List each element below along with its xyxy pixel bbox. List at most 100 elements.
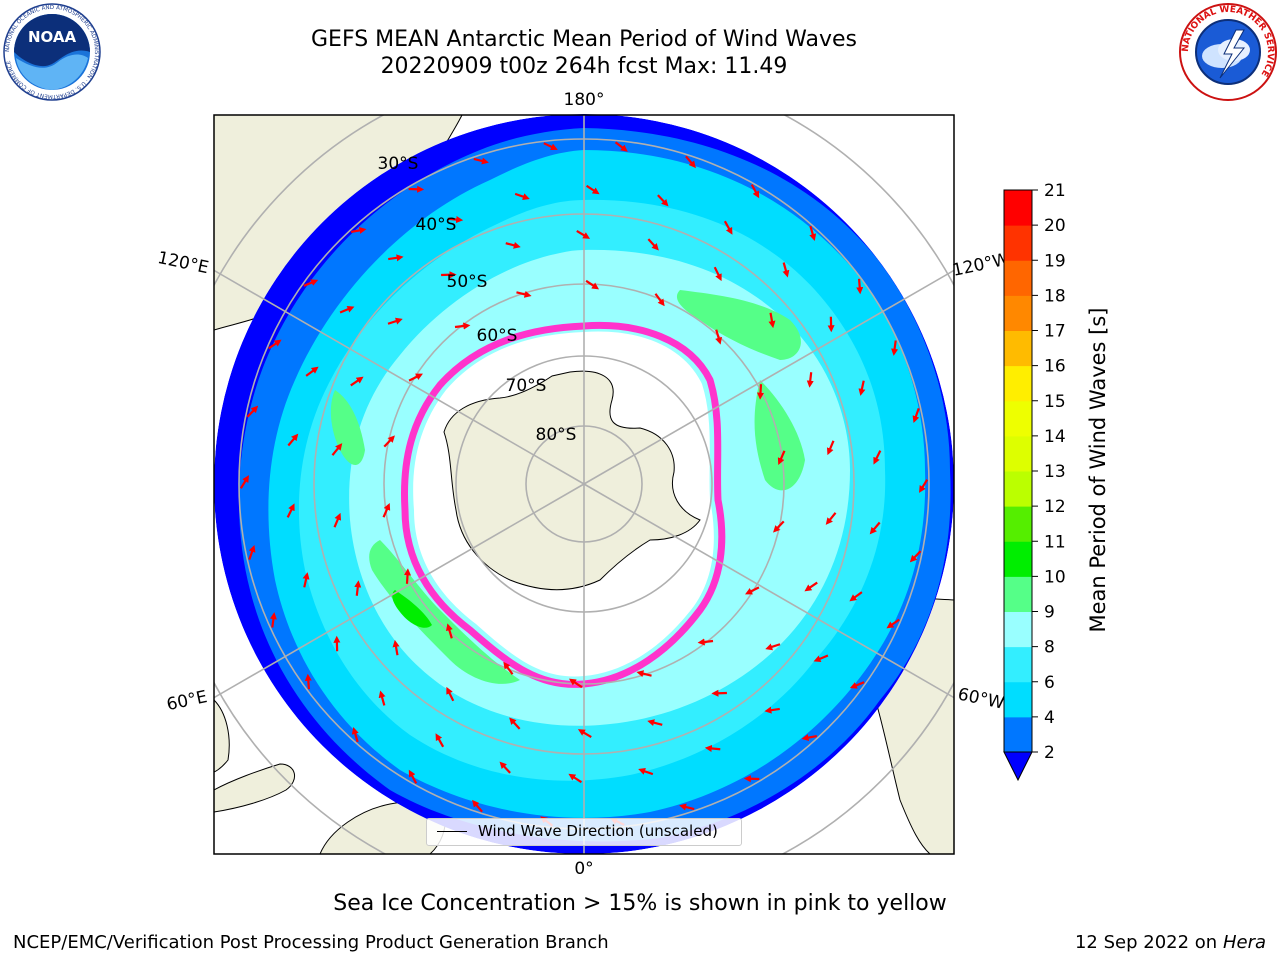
wave-direction-arrow [873, 450, 882, 465]
colorbar-title: Mean Period of Wind Waves [s] [1086, 307, 1110, 633]
map-title: GEFS MEAN Antarctic Mean Period of Wind … [311, 27, 857, 52]
wave-direction-arrow [654, 293, 665, 307]
wave-direction-arrow [408, 373, 423, 382]
wave-period-patch-darkgreen [392, 590, 432, 628]
wave-direction-arrow [446, 623, 453, 639]
wave-direction-arrow [383, 435, 395, 448]
wave-direction-arrow [287, 433, 299, 447]
wave-direction-arrow [505, 241, 521, 249]
wave-direction-arrow [777, 450, 786, 466]
meridian-line [214, 269, 585, 485]
svg-text:NOAA: NOAA [28, 28, 77, 46]
wave-direction-arrow [764, 706, 780, 714]
wave-direction-arrow [499, 761, 511, 774]
map-subtitle: 20220909 t00z 264h fcst Max: 11.49 [380, 54, 788, 79]
wave-direction-arrow [697, 638, 714, 646]
colorbar-under-extension [1003, 751, 1033, 782]
wave-direction-arrow [509, 717, 521, 730]
colorbar-bin [1004, 576, 1032, 612]
wave-direction-arrow [825, 512, 837, 525]
legend-label: Wind Wave Direction (unscaled) [478, 822, 718, 840]
colorbar-tick-label: 8 [1044, 638, 1055, 658]
wave-direction-arrow [685, 155, 696, 169]
colorbar-bin [1004, 506, 1032, 542]
wave-direction-arrow [339, 306, 355, 314]
wave-direction-arrow [912, 408, 920, 424]
meridian-line [583, 483, 954, 699]
sea-ice-note: Sea Ice Concentration > 15% is shown in … [333, 891, 947, 916]
antarctica-land [443, 370, 701, 591]
wave-direction-arrow [713, 266, 722, 282]
wave-direction-arrow [514, 192, 530, 200]
wave-direction-arrow [302, 572, 310, 588]
wave-direction-arrow [765, 643, 781, 651]
wave-direction-arrow [849, 591, 863, 602]
lon-label-60w: 60°W [956, 684, 1006, 713]
wave-direction-arrow [568, 773, 583, 784]
colorbar-bin [1004, 681, 1032, 718]
wave-direction-arrow [351, 727, 359, 743]
wave-direction-arrow [543, 142, 558, 151]
colorbar-bin [1004, 295, 1032, 331]
wave-direction-arrow [919, 479, 929, 493]
footer-date-text: 12 Sep 2022 on [1074, 932, 1218, 953]
wave-direction-arrow [782, 262, 790, 278]
wave-direction-arrow [378, 690, 386, 706]
lat-label-50s: 50°S [447, 272, 488, 292]
wave-direction-arrow [454, 322, 471, 330]
colorbar-tick-label: 18 [1044, 286, 1066, 306]
wave-direction-arrow [269, 612, 277, 628]
wave-direction-arrow [585, 184, 600, 195]
wave-direction-arrow [268, 339, 282, 350]
colorbar-tick-label: 12 [1044, 497, 1066, 517]
wave-direction-arrow [679, 803, 695, 811]
wave-direction-arrow [806, 372, 814, 388]
wave-direction-arrow [614, 141, 628, 152]
wave-direction-arrow [503, 661, 514, 675]
wave-direction-arrow [768, 312, 776, 329]
wave-direction-arrow [723, 220, 733, 235]
wave-direction-arrow [392, 639, 400, 656]
wave-direction-arrow [773, 520, 785, 533]
colorbar-tick-label: 16 [1044, 357, 1066, 377]
lon-label-120e: 120°E [156, 248, 211, 278]
wave-direction-arrow [408, 769, 418, 784]
wave-direction-arrow [568, 678, 583, 689]
wave-direction-arrow [305, 366, 319, 377]
colorbar-bin [1004, 716, 1032, 753]
colorbar-tick-label: 13 [1044, 462, 1066, 482]
wave-direction-arrow [286, 503, 295, 518]
lat-label-80s: 80°S [536, 425, 577, 445]
colorbar-tick-label: 10 [1044, 567, 1066, 587]
wave-direction-arrow [638, 768, 654, 776]
wave-period-patch-green-e [754, 380, 805, 491]
colorbar-bin [1004, 646, 1032, 683]
colorbar-tick-label: 19 [1044, 251, 1066, 271]
colorbar-bin [1004, 330, 1032, 367]
wave-direction-arrow [756, 384, 765, 400]
wave-direction-arrow [350, 226, 367, 234]
lon-label-120w: 120°W [951, 249, 1012, 281]
noaa-logo: NOAA NATIONAL OCEANIC AND ATMOSPHERIC AD… [3, 3, 101, 101]
wave-direction-arrow [333, 512, 342, 528]
wave-direction-arrow [750, 184, 760, 199]
colorbar-tick-label: 14 [1044, 427, 1066, 447]
wave-direction-arrow [826, 440, 835, 456]
wave-direction-arrow [350, 376, 364, 387]
colorbar-bin [1004, 541, 1032, 577]
wave-direction-arrow [869, 521, 881, 535]
lat-label-40s: 40°S [416, 215, 457, 235]
footer-credit: NCEP/EMC/Verification Post Processing Pr… [13, 932, 609, 953]
wave-direction-arrow [239, 475, 249, 489]
wave-direction-arrow [304, 673, 312, 690]
wave-period-patch-green-ne [676, 290, 801, 360]
colorbar-tick-label: 17 [1044, 322, 1066, 342]
wave-direction-arrow [647, 719, 663, 727]
wave-direction-arrow [801, 734, 818, 742]
wave-direction-arrows [239, 141, 929, 827]
wave-direction-arrow [472, 799, 483, 813]
wave-direction-arrow [516, 290, 532, 298]
wave-direction-arrow [647, 238, 659, 251]
footer-machine: Hera [1222, 932, 1266, 953]
wave-direction-arrow [248, 544, 256, 560]
